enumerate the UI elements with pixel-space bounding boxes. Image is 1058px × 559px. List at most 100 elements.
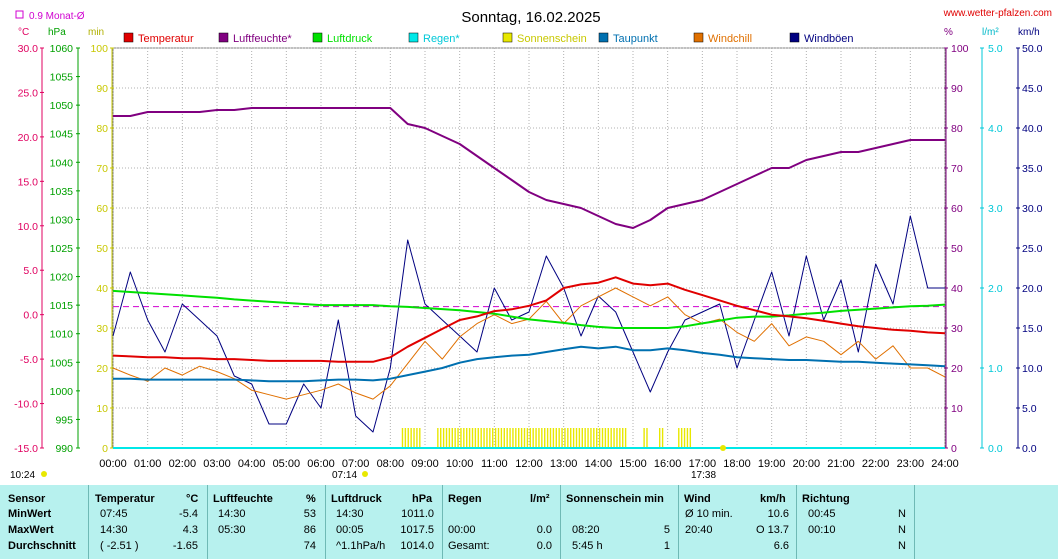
sunshine-bar xyxy=(520,428,523,448)
moon-icon xyxy=(41,471,47,477)
sunshine-bar xyxy=(407,428,409,448)
y-tick-label: 90 xyxy=(951,83,963,95)
table-cell: 0.0 xyxy=(536,540,552,552)
sunshine-bar xyxy=(404,428,407,448)
y-tick-label: 70 xyxy=(96,163,108,175)
legend-swatch xyxy=(789,32,800,43)
table-cell: N xyxy=(898,508,906,520)
y-tick-label: 80 xyxy=(96,123,108,135)
table-cell: N xyxy=(898,524,906,536)
sunshine-bar xyxy=(683,428,686,448)
x-tick-label: 12:00 xyxy=(515,458,543,470)
sunshine-bar xyxy=(584,428,586,448)
x-tick-label: 05:00 xyxy=(273,458,301,470)
legend-label: Windböen xyxy=(804,33,854,45)
row-label: MaxWert xyxy=(8,524,54,536)
hdr-direction: Richtung xyxy=(802,493,850,505)
x-tick-label: 09:00 xyxy=(411,458,439,470)
sunshine-bar xyxy=(575,428,578,448)
sunshine-bar xyxy=(419,428,421,448)
sunshine-bar xyxy=(466,428,468,448)
y-tick-label: 50 xyxy=(96,243,108,255)
table-cell: 14:30 xyxy=(218,508,246,520)
x-tick-label: 14:00 xyxy=(585,458,613,470)
table-cell: 10.6 xyxy=(767,508,789,520)
legend-label: Sonnenschein xyxy=(517,33,587,45)
table-cell: 1014.0 xyxy=(400,540,434,552)
series-line-temperatur xyxy=(112,276,946,363)
y-axes: 30.0 25.0 20.0 15.0 10.0 5.0 0.0 -5.0 -10.0 -15.0… xyxy=(14,43,1043,455)
table-cell: Gesamt: xyxy=(448,540,490,552)
sunshine-bar xyxy=(442,428,445,448)
sunshine-bar xyxy=(518,428,520,448)
legend-label: Temperatur xyxy=(138,33,194,45)
grid xyxy=(112,47,946,449)
y-tick-label: 1045 xyxy=(50,129,74,141)
table-cell: 0.0 xyxy=(536,524,552,536)
sunshine-bar xyxy=(448,428,451,448)
table-cell: 1011.0 xyxy=(401,508,434,520)
col-divider xyxy=(914,485,915,559)
y-tick-label: 80 xyxy=(951,123,963,135)
hdr-wind: Wind xyxy=(684,493,711,505)
sunshine-bar xyxy=(546,428,549,448)
y-tick-label: 1055 xyxy=(50,72,74,84)
sunshine-bar xyxy=(610,428,612,448)
legend-label: Luftfeuchte* xyxy=(233,33,292,45)
site-link[interactable]: www.wetter-pfalzen.com xyxy=(943,8,1052,19)
y-tick-label: 1035 xyxy=(50,186,74,198)
table-cell: 53 xyxy=(303,508,316,520)
table-cell: 74 xyxy=(303,540,316,552)
wind-unit: km/h xyxy=(1018,27,1040,38)
col-divider xyxy=(678,485,679,559)
x-tick-label: 13:00 xyxy=(550,458,578,470)
x-tick-label: 23:00 xyxy=(897,458,925,470)
sunshine-bars xyxy=(401,428,692,448)
sunset-icon xyxy=(720,445,726,451)
sunshine-bar xyxy=(578,428,581,448)
x-tick-label: 22:00 xyxy=(862,458,890,470)
sunshine-bar xyxy=(451,428,453,448)
y-tick-label: 100 xyxy=(90,43,108,55)
sunshine-bar xyxy=(598,428,601,448)
x-tick-label: 04:00 xyxy=(238,458,266,470)
table-cell: O 13.7 xyxy=(755,524,789,536)
table-cell: 00:45 xyxy=(808,508,836,520)
press-unit: hPa xyxy=(48,27,66,38)
y-tick-label: 90 xyxy=(96,83,108,95)
hdr-pressure: Luftdruck xyxy=(331,493,382,505)
sunshine-bar xyxy=(486,428,488,448)
hdr-rain: Regen xyxy=(448,493,482,505)
y-tick-label: 0 xyxy=(102,443,108,455)
hdr-press-unit: hPa xyxy=(412,493,433,505)
hdr-temperature: Temperatur xyxy=(95,493,155,505)
x-tick-label: 00:00 xyxy=(99,458,127,470)
weather-chart: Sonntag, 16.02.2025 www.wetter-pfalzen.c… xyxy=(10,8,1052,481)
sunshine-bar xyxy=(471,428,474,448)
y-tick-label: 15.0 xyxy=(18,176,39,188)
y-tick-label: 1020 xyxy=(50,272,74,284)
x-tick-label: 16:00 xyxy=(654,458,682,470)
sunshine-bar xyxy=(624,428,627,448)
y-tick-label: 50 xyxy=(951,243,963,255)
table-cell: 05:30 xyxy=(218,524,246,536)
sunshine-bar xyxy=(494,428,497,448)
sunshine-bar xyxy=(552,428,555,448)
y-tick-label: 40 xyxy=(951,283,963,295)
x-tick-label: 01:00 xyxy=(134,458,162,470)
y-tick-label: 20 xyxy=(951,363,963,375)
sunshine-bar xyxy=(512,428,514,448)
y-tick-label: 1005 xyxy=(50,357,74,369)
sunshine-bar xyxy=(526,428,529,448)
y-tick-label: 1000 xyxy=(50,386,74,398)
sunshine-bar xyxy=(535,428,537,448)
sunshine-bar xyxy=(454,428,456,448)
y-tick-label: 30.0 xyxy=(18,43,39,55)
col-divider xyxy=(88,485,89,559)
sunshine-bar xyxy=(564,428,566,448)
sunshine-bar xyxy=(500,428,503,448)
sunshine-bar xyxy=(445,428,448,448)
table-cell: -1.65 xyxy=(172,540,198,552)
sunshine-bar xyxy=(413,428,415,448)
sunshine-bar xyxy=(561,428,563,448)
